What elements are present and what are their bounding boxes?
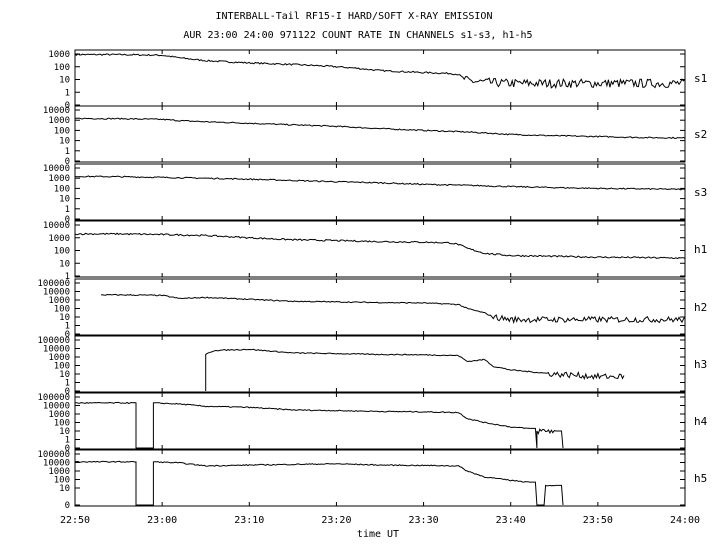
series-line-h4	[74, 401, 564, 449]
channel-label: h2	[694, 301, 707, 314]
y-tick-label: 1	[65, 436, 70, 446]
y-tick-label: 1	[65, 322, 70, 332]
y-tick-label: 1	[65, 147, 70, 157]
x-axis-label: time UT	[357, 529, 399, 540]
y-tick-label: 0	[65, 101, 70, 111]
x-axis: 22:50 23:00 23:10 23:20 23:30 23:40 23:50 24:00	[60, 515, 700, 526]
y-tick-label: 10	[59, 370, 70, 380]
y-tick-label: 10000	[43, 164, 70, 174]
y-tick-label: 100	[54, 419, 70, 429]
y-tick-label: 100	[54, 126, 70, 136]
y-tick-label: 10000	[43, 288, 70, 298]
panel-frame	[74, 49, 686, 107]
x-tick-label: 23:50	[583, 515, 613, 526]
x-tick-label: 23:30	[409, 515, 439, 526]
y-tick-label: 0	[65, 444, 70, 454]
y-tick-label: 10	[59, 76, 70, 86]
y-tick-label: 1000	[48, 116, 70, 126]
series-line-h5	[74, 460, 564, 506]
panel-frame	[74, 449, 686, 507]
y-tick-label: 100	[54, 362, 70, 372]
y-tick-label: 100	[54, 247, 70, 257]
figure-title: INTERBALL-Tail RF15-I HARD/SOFT X-RAY EM…	[216, 11, 493, 22]
y-tick-label: 1000	[48, 234, 70, 244]
series-line-s2	[74, 117, 686, 139]
y-tick-label: 10000	[43, 106, 70, 116]
channel-label: h1	[694, 243, 707, 256]
y-tick-label: 10	[59, 137, 70, 147]
y-tick-label: 1000	[48, 410, 70, 420]
channel-label: h3	[694, 358, 707, 371]
series-line-h1	[74, 232, 686, 260]
y-tick-label: 10	[59, 195, 70, 205]
panel-frame	[74, 163, 686, 221]
panel-frame	[74, 105, 686, 163]
y-tick-label: 0	[65, 215, 70, 225]
y-tick-label: 1000	[48, 296, 70, 306]
panel-frame	[74, 392, 686, 450]
x-tick-label: 23:10	[234, 515, 264, 526]
y-tick-label: 1000	[48, 50, 70, 60]
figure-subtitle: AUR 23:00 24:00 971122 COUNT RATE IN CHA…	[183, 30, 532, 41]
y-tick-label: 100	[54, 184, 70, 194]
x-tick-label: 24:00	[670, 515, 700, 526]
panel-frame	[74, 335, 686, 393]
x-tick-label: 23:40	[496, 515, 526, 526]
series-line-h2	[101, 293, 686, 325]
y-tick-label: 1	[65, 88, 70, 98]
y-tick-label: 10000	[43, 221, 70, 231]
y-tick-label: 10000	[43, 459, 70, 469]
channel-label: s2	[694, 128, 707, 141]
y-tick-label: 10	[59, 427, 70, 437]
y-tick-label: 0	[65, 387, 70, 397]
y-tick-label: 1000	[48, 467, 70, 477]
panel-frame	[74, 220, 686, 278]
y-tick-label: 100	[54, 305, 70, 315]
y-tick-label: 10	[59, 484, 70, 494]
y-tick-label: 1000	[48, 353, 70, 363]
y-tick-label: 0	[65, 501, 70, 511]
y-tick-label: 1000	[48, 174, 70, 184]
channel-label: s3	[694, 186, 707, 199]
channel-label: s1	[694, 72, 707, 85]
panel-frame	[74, 278, 686, 336]
y-tick-label: 1	[65, 379, 70, 389]
channel-label: h5	[694, 472, 707, 485]
y-tick-label: 100000	[37, 279, 70, 289]
y-tick-label: 1	[65, 205, 70, 215]
y-tick-label: 100	[54, 63, 70, 73]
y-tick-label: 10000	[43, 345, 70, 355]
y-tick-label: 100	[54, 476, 70, 486]
series-line-s3	[74, 175, 686, 191]
x-tick-label: 23:20	[321, 515, 351, 526]
y-tick-label: 100000	[37, 336, 70, 346]
y-tick-label: 100000	[37, 393, 70, 403]
panel-h1: 10000 1000 100 10 1 h1	[43, 220, 707, 282]
y-tick-label: 0	[65, 330, 70, 340]
y-tick-label: 10000	[43, 402, 70, 412]
x-tick-label: 23:00	[147, 515, 177, 526]
x-tick-label: 22:50	[60, 515, 90, 526]
channel-label: h4	[694, 415, 708, 428]
y-tick-label: 1	[65, 272, 70, 282]
y-tick-label: 0	[65, 157, 70, 167]
series-line-h3	[205, 348, 625, 391]
y-tick-label: 100000	[37, 450, 70, 460]
chart-panels: 10001001010s11000010001001010s2100001000…	[37, 49, 708, 511]
y-tick-label: 10	[59, 259, 70, 269]
y-tick-label: 10	[59, 313, 70, 323]
series-line-s1	[74, 53, 686, 90]
